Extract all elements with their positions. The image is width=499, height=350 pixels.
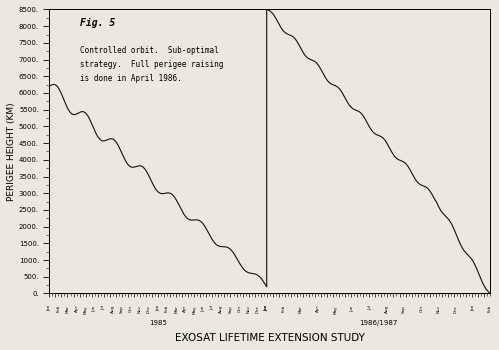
Text: Feb: Feb xyxy=(56,305,60,313)
Text: Jan: Jan xyxy=(156,305,160,312)
Text: Sep: Sep xyxy=(120,305,124,313)
Text: Jun: Jun xyxy=(351,305,355,312)
Text: Oct: Oct xyxy=(238,305,242,312)
Text: Jan: Jan xyxy=(264,305,268,312)
Text: Feb: Feb xyxy=(165,305,169,313)
Text: Feb: Feb xyxy=(282,305,286,313)
Text: Dec: Dec xyxy=(147,305,151,313)
Text: Oct: Oct xyxy=(419,305,423,312)
Text: Aug: Aug xyxy=(111,305,115,313)
Text: Jul: Jul xyxy=(211,305,215,310)
Text: Jan: Jan xyxy=(47,305,51,312)
Text: Jun: Jun xyxy=(201,305,205,312)
Text: Nov: Nov xyxy=(247,305,250,313)
Text: Controlled orbit.  Sub-optimal
strategy.  Full perigee raising
is done in April : Controlled orbit. Sub-optimal strategy. … xyxy=(80,46,224,83)
Text: Nov: Nov xyxy=(437,305,441,313)
Text: May: May xyxy=(84,305,88,314)
Text: Jul: Jul xyxy=(102,305,106,310)
Text: Apr: Apr xyxy=(183,305,187,313)
Text: May: May xyxy=(333,305,337,314)
Text: Jan: Jan xyxy=(471,305,475,312)
Text: 1986/1987: 1986/1987 xyxy=(359,320,398,326)
Text: May: May xyxy=(192,305,196,314)
Text: Sep: Sep xyxy=(229,305,233,313)
Text: Dec: Dec xyxy=(454,305,458,313)
Text: Aug: Aug xyxy=(385,305,389,313)
Text: Apr: Apr xyxy=(316,305,320,313)
Text: Oct: Oct xyxy=(129,305,133,312)
Text: Mar: Mar xyxy=(174,305,178,313)
Text: Jan: Jan xyxy=(264,305,268,312)
Text: Jun: Jun xyxy=(93,305,97,312)
Text: Aug: Aug xyxy=(220,305,224,313)
Text: Mar: Mar xyxy=(65,305,69,313)
Text: Sep: Sep xyxy=(402,305,406,313)
Text: Dec: Dec xyxy=(255,305,259,313)
Text: Mar: Mar xyxy=(299,305,303,313)
Text: Apr: Apr xyxy=(74,305,78,313)
Text: Fig. 5: Fig. 5 xyxy=(80,18,115,28)
Y-axis label: PERIGEE HEIGHT (KM): PERIGEE HEIGHT (KM) xyxy=(7,102,16,201)
Text: 1985: 1985 xyxy=(149,320,167,326)
Text: Jul: Jul xyxy=(368,305,372,310)
Text: Feb: Feb xyxy=(488,305,492,313)
X-axis label: EXOSAT LIFETIME EXTENSION STUDY: EXOSAT LIFETIME EXTENSION STUDY xyxy=(175,333,365,343)
Text: Nov: Nov xyxy=(138,305,142,313)
